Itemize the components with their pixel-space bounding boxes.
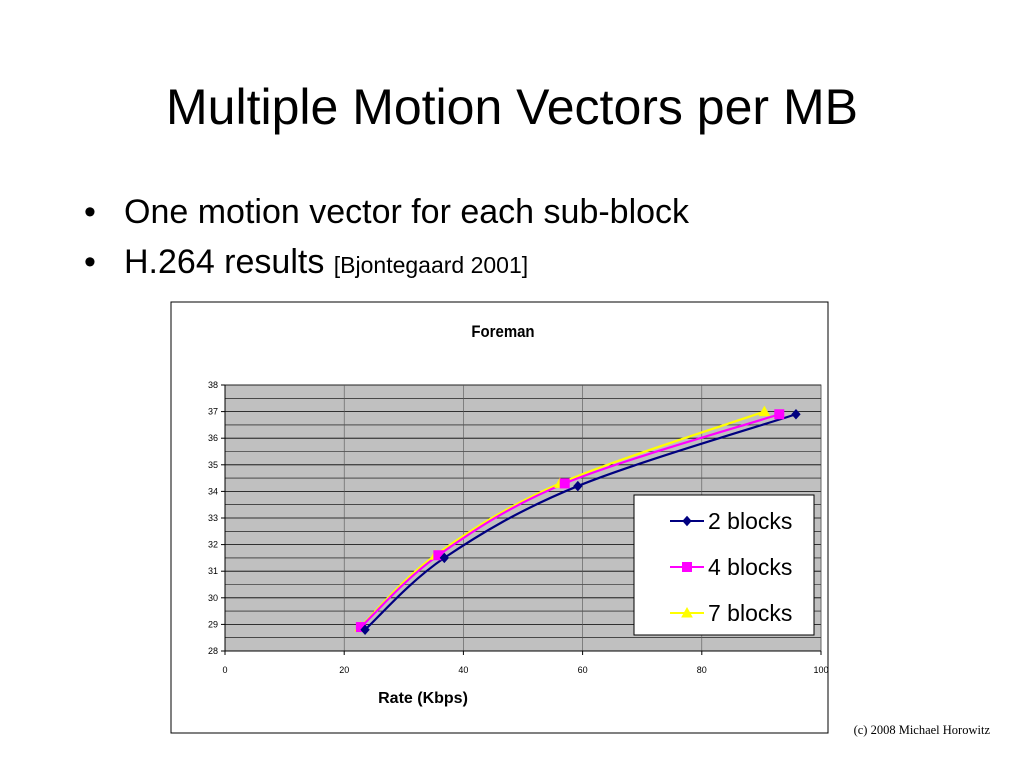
copyright-footer: (c) 2008 Michael Horowitz <box>853 723 990 737</box>
data-point <box>439 552 449 564</box>
legend-marker <box>682 515 692 527</box>
series-line <box>360 413 780 628</box>
legend-label: 4 blocks <box>708 554 792 580</box>
bullet-item: • H.264 results [Bjontegaard 2001] <box>84 242 689 292</box>
data-point <box>360 624 370 635</box>
y-tick-label: 33 <box>208 513 218 523</box>
bullet-symbol: • <box>84 193 96 231</box>
legend-label: 2 blocks <box>708 508 792 534</box>
data-point <box>791 409 801 420</box>
series-line <box>364 413 797 631</box>
bullet-reference: [Bjontegaard 2001] <box>333 252 529 278</box>
x-tick-label: 0 <box>222 665 227 675</box>
data-point <box>573 480 583 492</box>
legend <box>633 494 815 636</box>
bullet-symbol: • <box>84 243 96 281</box>
y-tick-label: 28 <box>208 646 218 656</box>
y-tick-label: 32 <box>208 540 218 550</box>
slide-title: Multiple Motion Vectors per MB <box>166 79 858 135</box>
bullet-text: H.264 results <box>124 243 325 281</box>
data-point <box>559 478 570 489</box>
x-tick-label: 40 <box>458 665 468 675</box>
legend-label: 7 blocks <box>708 600 792 626</box>
data-point <box>774 409 785 420</box>
bullet-list: • One motion vector for each sub-block •… <box>84 192 689 292</box>
y-tick-label: 31 <box>208 566 218 576</box>
y-tick-label: 34 <box>208 486 218 496</box>
y-tick-label: 35 <box>208 460 218 470</box>
legend-marker <box>681 606 693 618</box>
y-tick-label: 38 <box>208 380 218 390</box>
y-tick-label: 29 <box>208 619 218 629</box>
x-tick-label: 60 <box>578 665 588 675</box>
y-tick-label: 37 <box>208 407 218 417</box>
data-point <box>758 405 771 417</box>
x-tick-label: 20 <box>339 665 349 675</box>
legend-marker <box>682 562 692 572</box>
x-tick-label: 100 <box>813 665 828 675</box>
y-tick-label: 36 <box>208 433 218 443</box>
chart-title: Foreman <box>471 323 534 341</box>
bullet-text: One motion vector for each sub-block <box>124 193 690 231</box>
x-axis-label: Rate (Kbps) <box>378 690 468 707</box>
y-tick-label: 30 <box>208 593 218 603</box>
x-tick-label: 80 <box>697 665 707 675</box>
bullet-item: • One motion vector for each sub-block <box>84 192 689 242</box>
series-line <box>359 410 765 628</box>
